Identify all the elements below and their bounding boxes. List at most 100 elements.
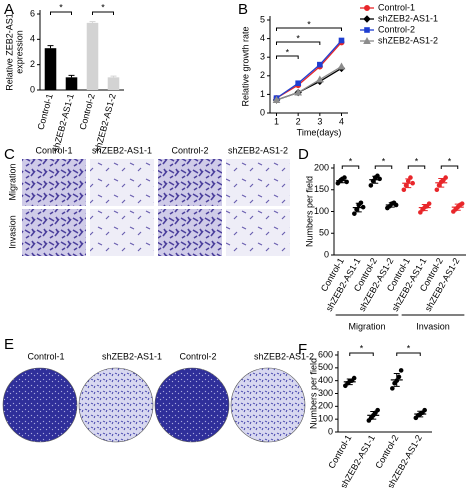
y-tick-label: 0 <box>324 249 329 259</box>
x-tick-label: shZEB2-AS1-2 <box>93 93 118 154</box>
error-bar <box>339 177 346 184</box>
micrograph <box>158 209 222 256</box>
y-tick-label: 150 <box>314 184 329 194</box>
panel-label: F <box>298 341 307 358</box>
data-point <box>352 211 357 216</box>
panel-label: D <box>298 146 309 163</box>
micrograph <box>226 209 290 256</box>
x-tick-label: 1 <box>274 116 279 126</box>
bar <box>65 77 78 90</box>
data-point <box>459 201 465 206</box>
y-tick-label: 0 <box>30 84 35 94</box>
error-bar <box>89 21 96 23</box>
legend-marker <box>364 5 370 11</box>
y-tick-label: 300 <box>318 388 333 398</box>
bar <box>86 22 99 90</box>
y-tick-label: 2 <box>30 59 35 69</box>
data-point <box>368 183 374 188</box>
y-tick-label: 4 <box>30 34 35 44</box>
significance-bracket <box>276 41 321 45</box>
data-point <box>317 61 323 68</box>
data-point <box>401 187 407 193</box>
significance-label: * <box>307 19 311 29</box>
x-tick-label: Control-2 <box>77 93 96 131</box>
panel-label: A <box>4 1 14 18</box>
error-bar <box>417 410 424 418</box>
significance-label: * <box>382 156 386 166</box>
group-label: Migration <box>348 321 385 331</box>
micrograph <box>22 159 86 206</box>
column-label: shZEB2-AS1-1 <box>102 351 162 361</box>
significance-label: * <box>101 2 105 12</box>
well-image <box>2 367 78 443</box>
error-bar <box>405 178 412 189</box>
significance-label: * <box>360 343 364 353</box>
significance-label: * <box>286 47 290 57</box>
micrograph <box>90 209 154 256</box>
row-label: Migration <box>7 163 17 200</box>
group-label: Invasion <box>416 321 450 331</box>
legend-label: Control-2 <box>378 24 415 34</box>
micrograph <box>90 159 154 206</box>
data-point <box>443 175 448 180</box>
data-point <box>315 75 324 83</box>
data-point <box>272 95 281 103</box>
series-line <box>276 41 342 99</box>
y-tick-label: 4 <box>260 33 265 43</box>
error-bar <box>393 372 400 387</box>
data-point <box>398 368 404 373</box>
row-label: Invasion <box>7 215 17 249</box>
panel-label: E <box>4 336 14 353</box>
significance-bracket <box>276 55 299 59</box>
y-axis-label: Relative growth rate <box>240 26 250 106</box>
column-label: shZEB2-AS1-1 <box>92 145 152 155</box>
data-point <box>375 407 380 413</box>
y-tick-label: 500 <box>318 362 333 372</box>
y-tick-label: 5 <box>260 14 265 24</box>
y-tick-label: 200 <box>318 401 333 411</box>
y-tick-label: 3 <box>260 52 265 62</box>
well-image <box>230 367 306 443</box>
x-tick-label: 4 <box>339 116 344 126</box>
legend-marker <box>363 36 371 44</box>
legend-marker <box>364 27 370 33</box>
x-tick-label: 3 <box>317 116 322 126</box>
x-tick-label: shZEB2-AS1-1 <box>51 93 76 154</box>
micrograph <box>158 159 222 206</box>
error-bar <box>438 177 445 188</box>
significance-bracket <box>407 165 426 169</box>
y-tick-label: 2 <box>260 70 265 80</box>
column-label: shZEB2-AS1-2 <box>254 351 314 361</box>
error-bar <box>346 378 353 386</box>
error-bar <box>370 410 377 420</box>
data-point <box>337 62 346 70</box>
error-bar <box>47 45 54 49</box>
y-axis-label: Numbers per field <box>304 176 314 247</box>
well-image <box>78 367 154 443</box>
significance-label: * <box>349 156 353 166</box>
y-axis-label: expression <box>14 30 24 74</box>
column-label: Control-1 <box>35 145 72 155</box>
data-point <box>295 80 301 87</box>
significance-label: * <box>415 156 419 166</box>
x-axis-label: Time(days) <box>297 127 342 137</box>
error-bar <box>421 204 428 212</box>
micrograph <box>22 209 86 256</box>
y-tick-label: 50 <box>319 228 329 238</box>
significance-label: * <box>296 33 300 43</box>
legend-label: Control-1 <box>378 2 415 12</box>
data-point <box>377 176 382 182</box>
significance-bracket <box>440 165 459 169</box>
y-tick-label: 100 <box>314 206 329 216</box>
significance-bracket <box>396 352 421 356</box>
y-axis-label: Relative ZEB2-AS1 <box>4 13 14 91</box>
well-image <box>154 367 230 443</box>
bar <box>107 77 120 90</box>
significance-label: * <box>59 2 63 12</box>
significance-label: * <box>448 156 452 166</box>
series-line <box>276 65 342 101</box>
data-point <box>351 375 357 381</box>
data-point <box>434 187 440 193</box>
